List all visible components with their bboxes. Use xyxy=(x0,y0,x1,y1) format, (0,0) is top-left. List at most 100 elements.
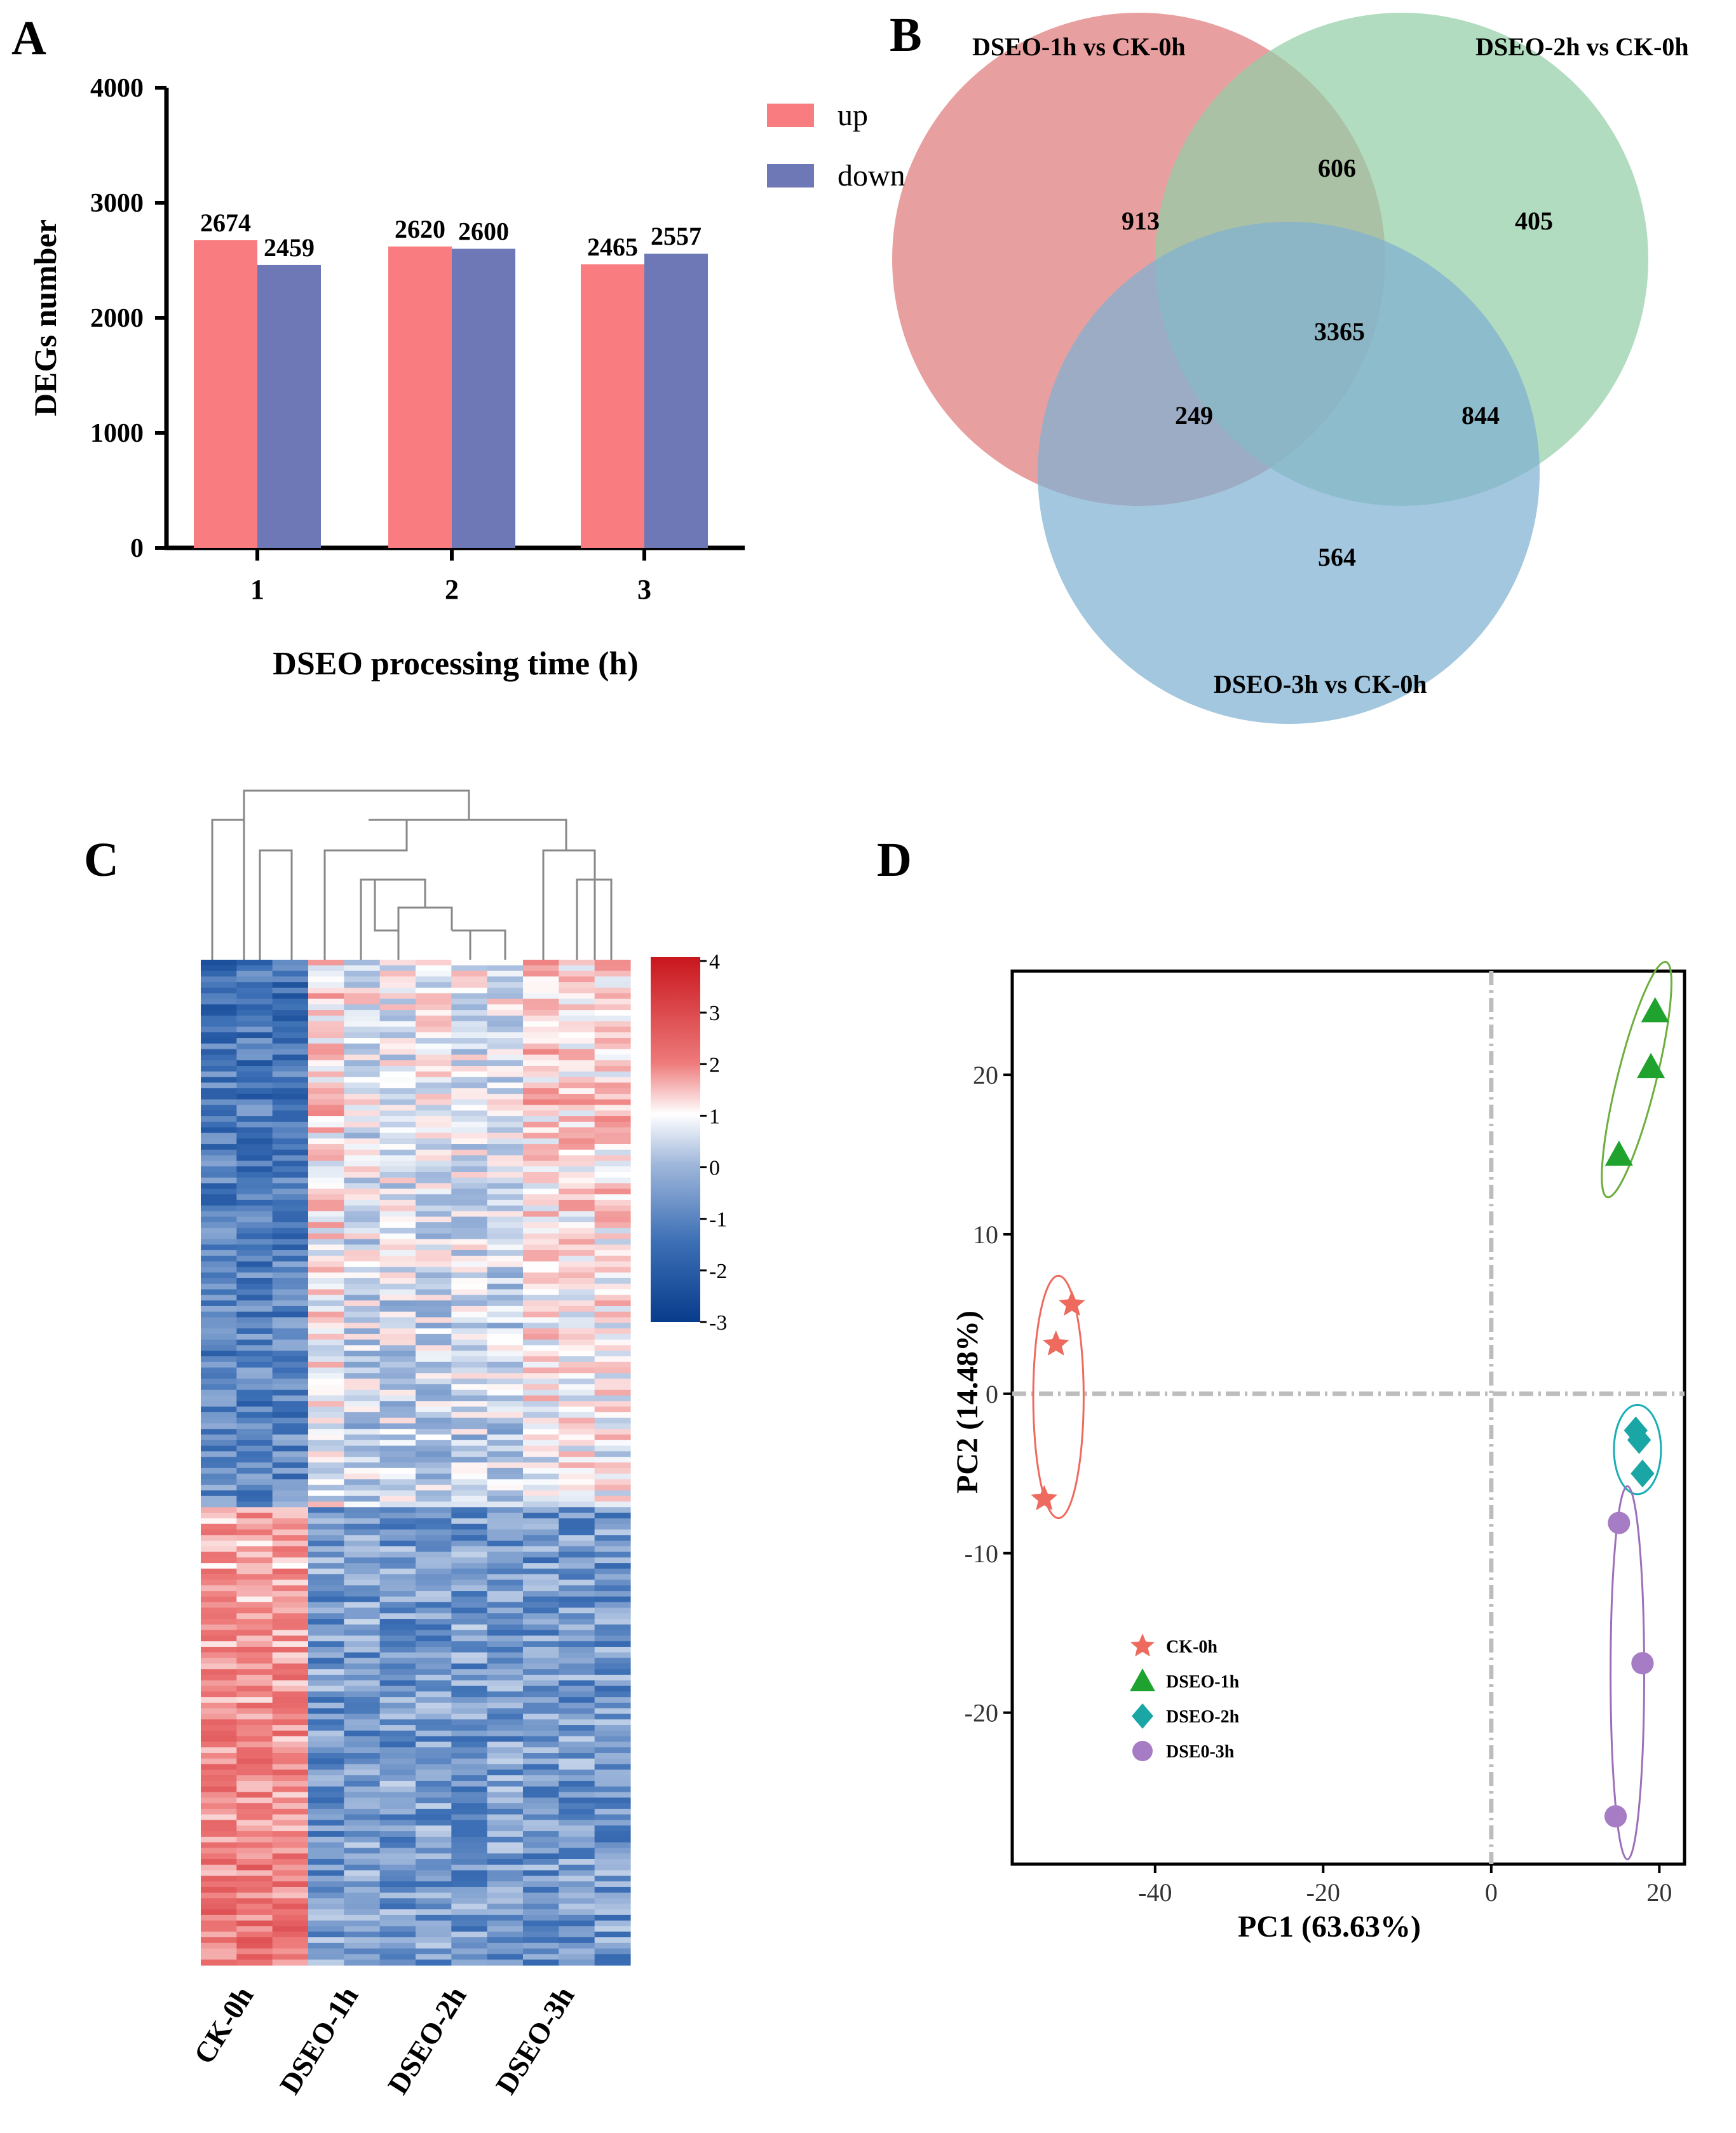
heatmap-cell xyxy=(344,1596,381,1603)
heatmap-cell xyxy=(201,1082,237,1089)
heatmap-cell xyxy=(594,1468,631,1475)
heatmap-cell xyxy=(487,1602,524,1609)
heatmap-cell xyxy=(416,1144,452,1150)
heatmap-cell xyxy=(594,1686,631,1692)
heatmap-cell xyxy=(344,1211,381,1217)
heatmap-cell xyxy=(379,1110,416,1117)
heatmap-cell xyxy=(523,1233,559,1240)
heatmap-cell xyxy=(236,1211,273,1217)
heatmap-cell xyxy=(487,1110,524,1117)
heatmap-cell xyxy=(416,1043,452,1050)
heatmap-cell xyxy=(236,1255,273,1262)
heatmap-cell xyxy=(594,1116,631,1122)
heatmap-cell xyxy=(416,1680,452,1687)
heatmap-cell xyxy=(379,1194,416,1201)
heatmap-cell xyxy=(594,1166,631,1173)
heatmap-cell xyxy=(236,1088,273,1094)
heatmap-cell xyxy=(416,1361,452,1368)
legend-marker-circle xyxy=(1132,1741,1153,1761)
heatmap-cell xyxy=(451,1546,488,1553)
heatmap-cell xyxy=(236,1758,273,1765)
heatmap-cell xyxy=(201,1529,237,1536)
heatmap-cell xyxy=(201,1255,237,1262)
heatmap-cell xyxy=(201,1641,237,1647)
heatmap-cell xyxy=(594,1669,631,1675)
heatmap-cell xyxy=(487,1177,524,1184)
heatmap-cell xyxy=(379,1395,416,1401)
heatmap-cell xyxy=(344,1557,381,1564)
heatmap-cell xyxy=(308,1719,344,1726)
heatmap-cell xyxy=(272,1373,309,1379)
heatmap-cell xyxy=(559,1261,595,1267)
heatmap-cell xyxy=(594,971,631,977)
heatmap-cell xyxy=(594,1568,631,1575)
heatmap-cell xyxy=(416,1825,452,1832)
heatmap-cell xyxy=(559,1568,595,1575)
colorbar-tick-label: 1 xyxy=(709,1105,720,1128)
heatmap-cell xyxy=(201,1161,237,1167)
heatmap-cell xyxy=(379,1099,416,1106)
heatmap-cell xyxy=(201,1747,237,1754)
heatmap-cell xyxy=(559,1736,595,1743)
heatmap-cell xyxy=(487,1485,524,1491)
heatmap-cell xyxy=(416,1658,452,1664)
heatmap-cell xyxy=(416,1155,452,1161)
heatmap-cell xyxy=(236,1831,273,1837)
heatmap-cell xyxy=(416,1876,452,1882)
heatmap-cell xyxy=(272,1183,309,1189)
heatmap-cell xyxy=(201,1065,237,1072)
heatmap-cell xyxy=(451,1065,488,1072)
heatmap-cell xyxy=(559,965,595,972)
heatmap-cell xyxy=(236,1440,273,1447)
heatmap-cell xyxy=(379,1876,416,1882)
heatmap-cell xyxy=(344,1267,381,1273)
heatmap-cell xyxy=(236,1881,273,1888)
heatmap-cell xyxy=(559,1032,595,1039)
heatmap-cell xyxy=(416,1669,452,1675)
heatmap-cell xyxy=(451,1859,488,1865)
heatmap-cell xyxy=(344,1250,381,1257)
heatmap-cell xyxy=(487,1189,524,1195)
heatmap-cell xyxy=(487,1926,524,1932)
heatmap-cell xyxy=(379,1183,416,1189)
heatmap-cell xyxy=(523,1093,559,1100)
heatmap-cell xyxy=(559,1546,595,1553)
heatmap-cell xyxy=(379,993,416,1000)
heatmap-cell xyxy=(344,1395,381,1401)
heatmap-cell xyxy=(559,1775,595,1782)
heatmap-cell xyxy=(236,1932,273,1938)
heatmap-cell xyxy=(487,1116,524,1122)
heatmap-cell xyxy=(487,1686,524,1692)
heatmap-cell xyxy=(523,1814,559,1821)
heatmap-cell xyxy=(559,1004,595,1011)
heatmap-cell xyxy=(308,1579,344,1586)
heatmap-cell xyxy=(236,1926,273,1932)
heatmap-cell xyxy=(487,1758,524,1765)
heatmap-cell xyxy=(308,1680,344,1687)
bar-value-label: 2620 xyxy=(395,215,445,243)
heatmap-cell xyxy=(236,1356,273,1363)
heatmap-cell xyxy=(201,1853,237,1860)
heatmap-cell xyxy=(416,1300,452,1307)
heatmap-cell xyxy=(344,1932,381,1938)
heatmap-cell xyxy=(344,1434,381,1441)
heatmap-cell xyxy=(559,1356,595,1363)
heatmap-cell xyxy=(379,1278,416,1285)
heatmap-cell xyxy=(272,1674,309,1681)
heatmap-cell xyxy=(236,982,273,988)
heatmap-cell xyxy=(559,1769,595,1776)
heatmap-cell xyxy=(559,1714,595,1720)
heatmap-cell xyxy=(201,1557,237,1564)
heatmap-cell xyxy=(379,1596,416,1603)
heatmap-cell xyxy=(201,1820,237,1826)
heatmap-cell xyxy=(379,1898,416,1904)
heatmap-cell xyxy=(379,998,416,1005)
heatmap-cell xyxy=(487,1513,524,1519)
heatmap-cell xyxy=(416,1714,452,1720)
heatmap-cell xyxy=(344,1886,381,1893)
heatmap-cell xyxy=(272,1753,309,1759)
heatmap-cell xyxy=(379,1429,416,1435)
heatmap-cell xyxy=(416,1613,452,1619)
heatmap-cell xyxy=(379,1166,416,1173)
heatmap-cell xyxy=(594,1278,631,1285)
